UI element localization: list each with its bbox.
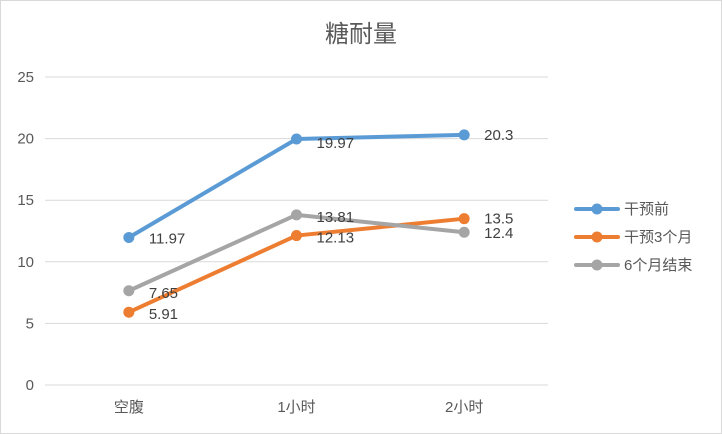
y-axis-tick-labels: 0 5 10 15 20 25 xyxy=(17,69,34,394)
data-label: 5.91 xyxy=(149,306,178,323)
y-tick-label: 25 xyxy=(17,69,34,86)
data-point xyxy=(291,133,302,145)
legend-marker xyxy=(591,259,603,271)
x-tick-label: 1小时 xyxy=(277,399,315,416)
data-point xyxy=(123,285,135,297)
data-label: 13.5 xyxy=(484,211,513,228)
data-point xyxy=(291,230,302,242)
data-label: 12.13 xyxy=(317,230,355,247)
y-tick-label: 0 xyxy=(26,377,34,394)
data-label: 11.97 xyxy=(149,231,185,248)
legend-marker xyxy=(591,231,603,243)
data-label: 12.4 xyxy=(484,225,513,242)
data-point xyxy=(123,232,135,244)
x-tick-label: 空腹 xyxy=(114,399,144,416)
data-label: 20.3 xyxy=(484,127,513,144)
legend-label: 6个月结束 xyxy=(624,257,692,274)
x-axis-tick-labels: 空腹 1小时 2小时 xyxy=(114,399,484,416)
series-group xyxy=(123,129,470,318)
legend-label: 干预3个月 xyxy=(624,229,692,246)
data-point xyxy=(458,226,470,238)
data-label: 19.97 xyxy=(317,135,355,152)
legend-marker xyxy=(591,203,603,215)
data-point xyxy=(458,213,470,225)
y-tick-label: 20 xyxy=(17,131,34,148)
legend-label: 干预前 xyxy=(624,201,669,218)
y-tick-label: 10 xyxy=(17,254,34,271)
data-labels: 11.97 19.97 20.3 5.91 12.13 13.5 7.65 13.81 12.4 xyxy=(149,127,514,323)
y-tick-label: 15 xyxy=(17,192,34,209)
chart-title: 糖耐量 xyxy=(325,21,397,48)
y-tick-label: 5 xyxy=(26,315,34,332)
x-tick-label: 2小时 xyxy=(445,399,483,416)
data-label: 7.65 xyxy=(149,285,178,302)
data-label: 13.81 xyxy=(317,209,355,226)
data-point xyxy=(291,209,302,221)
data-point xyxy=(458,129,470,141)
series-line-2 xyxy=(126,212,467,293)
data-point xyxy=(123,306,135,318)
